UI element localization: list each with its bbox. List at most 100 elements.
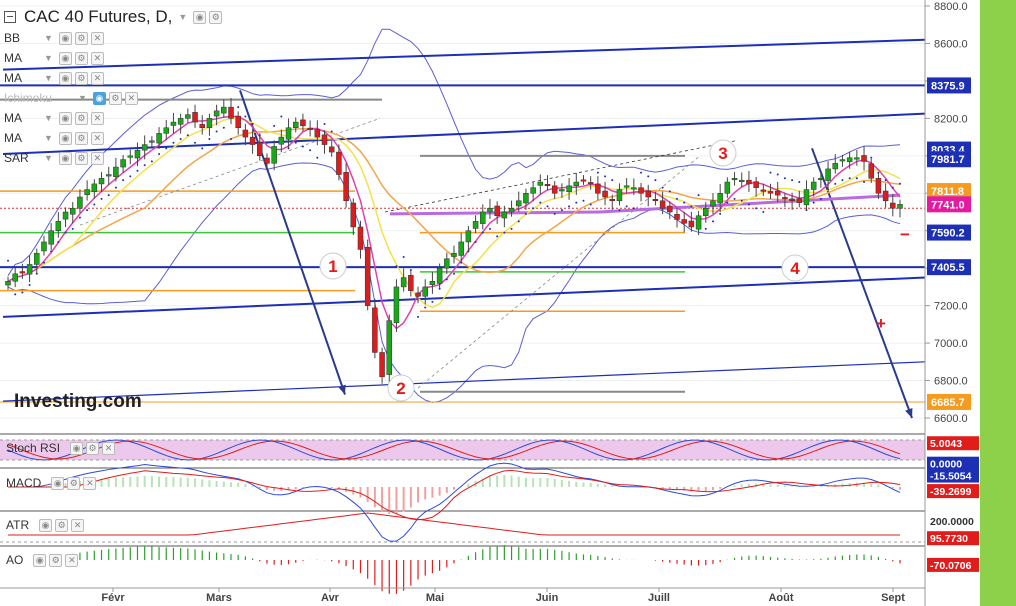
eye-icon[interactable]: ◉ — [51, 476, 65, 490]
close-icon[interactable]: ✕ — [71, 518, 85, 532]
gear-icon[interactable]: ⚙ — [74, 51, 88, 65]
chevron-down-icon[interactable]: ▼ — [44, 113, 53, 123]
candle-body — [235, 115, 241, 128]
eye-icon[interactable]: ◉ — [58, 51, 72, 65]
close-icon[interactable]: ✕ — [124, 91, 138, 105]
candle-body — [616, 189, 623, 202]
candle-body — [659, 200, 666, 209]
candle-body — [321, 134, 328, 145]
candle-body — [587, 182, 594, 185]
sar-dot — [496, 235, 499, 238]
price-tick-label: 8600.0 — [934, 38, 968, 50]
candle-body — [41, 241, 47, 252]
candle-body — [127, 155, 134, 158]
chevron-down-icon[interactable]: ▼ — [44, 133, 53, 143]
atr-line — [8, 512, 900, 536]
eye-icon[interactable]: ◉ — [58, 111, 72, 125]
chevron-down-icon[interactable]: ▼ — [44, 53, 53, 63]
sar-dot — [762, 211, 765, 213]
price-tick-label: 7000.0 — [934, 338, 968, 350]
candle-body — [731, 178, 738, 181]
gear-icon[interactable]: ⚙ — [74, 111, 88, 125]
gear-icon[interactable]: ⚙ — [67, 476, 81, 490]
candle-body — [710, 200, 716, 207]
candle-body — [480, 211, 486, 224]
time-tick-label: Avr — [321, 592, 340, 604]
stoch-k — [7, 439, 901, 461]
chevron-down-icon[interactable]: ▼ — [78, 93, 87, 103]
gear-icon[interactable]: ⚙ — [74, 131, 88, 145]
chevron-down-icon[interactable]: ▼ — [178, 12, 188, 22]
close-icon[interactable]: ✕ — [90, 71, 104, 85]
chevron-down-icon[interactable]: ▼ — [44, 153, 53, 163]
price-tag — [927, 77, 971, 94]
close-icon[interactable]: ✕ — [90, 131, 104, 145]
sar-dot — [625, 205, 628, 208]
gear-icon[interactable]: ⚙ — [74, 151, 88, 165]
eye-icon[interactable]: ◉ — [92, 91, 106, 105]
gear-icon[interactable]: ⚙ — [55, 518, 69, 532]
candle-body — [875, 178, 882, 194]
gear-icon[interactable]: ⚙ — [209, 10, 223, 24]
sar-dot — [100, 197, 103, 200]
sar-dot — [42, 261, 45, 264]
sar-dot — [640, 171, 643, 174]
gear-icon[interactable]: ⚙ — [74, 31, 88, 45]
sar-dot — [503, 231, 506, 234]
candle-body — [257, 142, 263, 157]
candle-body — [221, 106, 227, 114]
wave-label-circle — [781, 254, 809, 282]
candle-body — [357, 226, 364, 250]
sar-dot — [532, 207, 535, 210]
eye-icon[interactable]: ◉ — [193, 10, 207, 24]
close-icon[interactable]: ✕ — [90, 51, 104, 65]
close-icon[interactable]: ✕ — [102, 441, 116, 455]
sub-price-tag-label: -39.2699 — [930, 486, 972, 498]
sar-dot — [611, 179, 614, 182]
candle-body — [703, 208, 709, 216]
candle-body — [501, 211, 508, 219]
sar-dot — [330, 130, 333, 133]
close-icon[interactable]: ✕ — [65, 553, 79, 567]
close-icon[interactable]: ✕ — [90, 151, 104, 165]
price-tag-label: 8375.9 — [931, 80, 965, 92]
chevron-down-icon[interactable]: ▼ — [44, 73, 53, 83]
candle-body — [69, 208, 76, 215]
eye-icon[interactable]: ◉ — [70, 441, 84, 455]
close-icon[interactable]: ✕ — [83, 476, 97, 490]
candle-body — [897, 204, 903, 209]
indicator-row: MA ▼ ◉ ⚙ ✕ — [4, 48, 225, 68]
gear-icon[interactable]: ⚙ — [86, 441, 100, 455]
price-tag — [927, 224, 971, 241]
eye-icon[interactable]: ◉ — [58, 131, 72, 145]
sar-dot — [417, 315, 420, 318]
candle-body — [631, 187, 637, 190]
ma-yellow — [7, 117, 901, 309]
sar-dot — [158, 152, 161, 155]
candle-body — [372, 307, 378, 353]
chevron-down-icon[interactable]: ▼ — [44, 33, 53, 43]
eye-icon[interactable]: ◉ — [58, 31, 72, 45]
candle-body — [515, 200, 522, 207]
indicator-name: MA — [4, 111, 22, 125]
candle-body — [652, 199, 659, 202]
eye-icon[interactable]: ◉ — [58, 151, 72, 165]
collapse-icon[interactable] — [4, 11, 16, 23]
candle-body — [796, 198, 803, 203]
candle-body — [825, 168, 831, 181]
eye-icon[interactable]: ◉ — [39, 518, 53, 532]
candle-body — [523, 193, 529, 204]
eye-icon[interactable]: ◉ — [33, 553, 47, 567]
sar-dot — [676, 197, 678, 200]
macd-signal — [8, 469, 901, 521]
close-icon[interactable]: ✕ — [90, 111, 104, 125]
gear-icon[interactable]: ⚙ — [49, 553, 63, 567]
candle-body — [530, 187, 536, 194]
gear-icon[interactable]: ⚙ — [74, 71, 88, 85]
close-icon[interactable]: ✕ — [90, 31, 104, 45]
time-tick-label: Mars — [206, 592, 232, 604]
gear-icon[interactable]: ⚙ — [108, 91, 122, 105]
stoch-d — [7, 440, 901, 460]
eye-icon[interactable]: ◉ — [58, 71, 72, 85]
